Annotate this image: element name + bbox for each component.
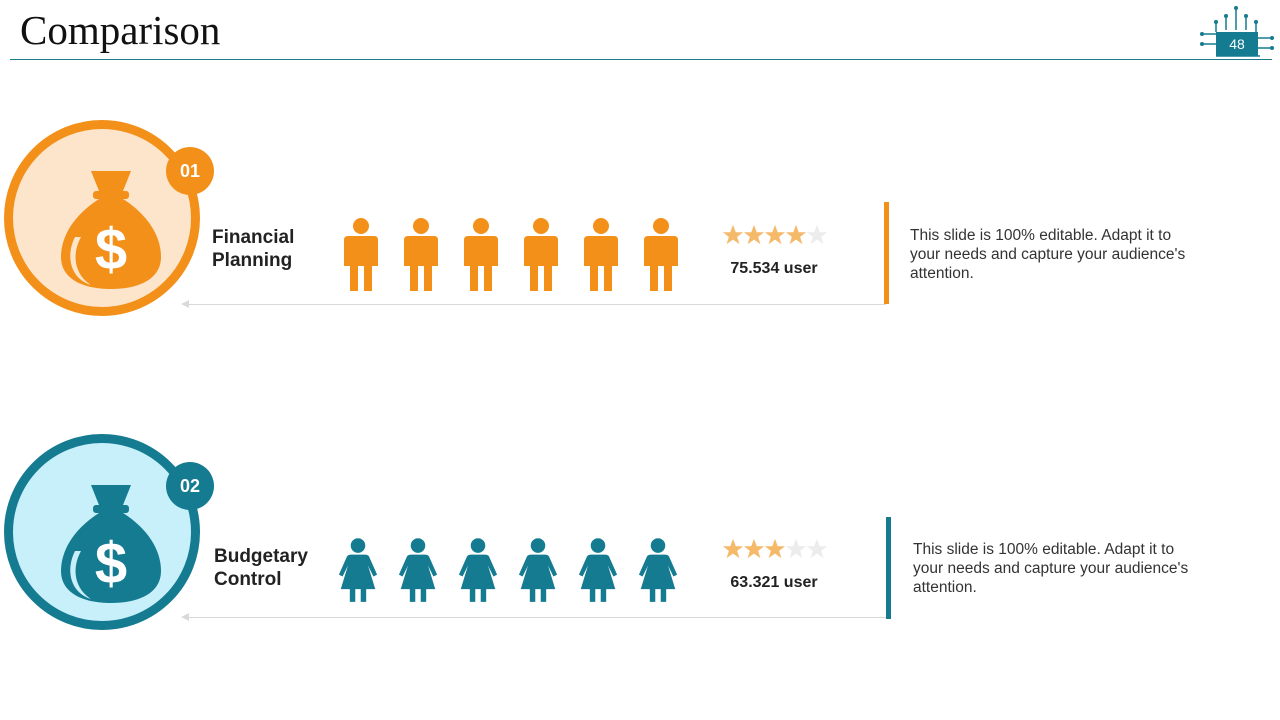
male-person-icon xyxy=(344,218,378,291)
category-circle: $ xyxy=(4,120,200,316)
number-badge: 02 xyxy=(166,462,214,510)
page-number: 48 xyxy=(1216,32,1258,56)
category-label-line1: Financial xyxy=(212,227,295,248)
star-rating xyxy=(722,224,832,250)
star-filled-icon xyxy=(785,224,807,245)
star-filled-icon xyxy=(743,224,765,245)
accent-bar xyxy=(886,517,891,619)
female-person-icon xyxy=(398,538,438,602)
star-filled-icon xyxy=(743,538,765,559)
female-person-icon xyxy=(638,538,678,602)
male-person-icon xyxy=(524,218,558,291)
category-label: Budgetary Control xyxy=(214,545,308,591)
arrowhead-icon xyxy=(181,300,189,308)
row-divider-line xyxy=(186,617,888,618)
svg-text:$: $ xyxy=(95,531,127,596)
people-icons xyxy=(341,218,701,294)
star-filled-icon xyxy=(722,538,744,559)
male-person-icon xyxy=(584,218,618,291)
star-filled-icon xyxy=(764,538,786,559)
female-person-icon xyxy=(458,538,498,602)
star-empty-icon xyxy=(806,224,828,245)
star-empty-icon xyxy=(785,538,807,559)
category-label: Financial Planning xyxy=(212,226,294,272)
accent-bar xyxy=(884,202,889,304)
money-bag-icon: $ xyxy=(61,171,161,289)
female-person-icon xyxy=(518,538,558,602)
comparison-row-budgetary-control: $ 02 Budgetary Control 63.321 user This … xyxy=(0,432,1280,642)
title-underline xyxy=(10,59,1272,60)
male-person-icon xyxy=(404,218,438,291)
category-circle: $ xyxy=(4,434,200,630)
star-empty-icon xyxy=(806,538,828,559)
category-label-line2: Planning xyxy=(212,250,293,271)
description-text: This slide is 100% editable. Adapt it to… xyxy=(913,541,1189,596)
row-divider-line xyxy=(186,304,886,305)
category-label-line2: Control xyxy=(214,569,282,590)
circuit-logo-icon xyxy=(1200,6,1274,57)
svg-text:$: $ xyxy=(95,217,127,282)
star-rating xyxy=(722,538,832,564)
female-person-icon xyxy=(578,538,618,602)
star-filled-icon xyxy=(722,224,744,245)
slide-title: Comparison xyxy=(20,7,221,53)
category-label-line1: Budgetary xyxy=(214,546,308,567)
male-person-icon xyxy=(464,218,498,291)
arrowhead-icon xyxy=(181,613,189,621)
star-filled-icon xyxy=(764,224,786,245)
female-person-icon xyxy=(338,538,378,602)
number-badge: 01 xyxy=(166,147,214,195)
male-person-icon xyxy=(644,218,678,291)
user-count: 63.321 user xyxy=(730,574,818,591)
people-icons xyxy=(338,533,698,609)
user-count: 75.534 user xyxy=(730,260,818,277)
description-text: This slide is 100% editable. Adapt it to… xyxy=(910,227,1186,282)
money-bag-icon: $ xyxy=(61,485,161,603)
comparison-row-financial-planning: $ 01 Financial Planning 75.534 user This… xyxy=(0,118,1280,328)
